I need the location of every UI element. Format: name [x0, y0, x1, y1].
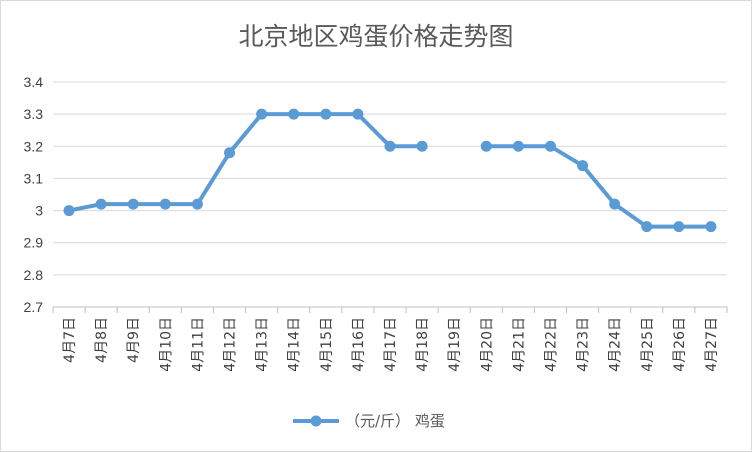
data-point	[159, 198, 171, 210]
y-tick-label: 2.9	[24, 235, 44, 251]
x-tick-label: 4月22日	[543, 317, 559, 372]
data-point	[288, 108, 300, 120]
x-tick-label: 4月15日	[319, 317, 335, 372]
y-axis: 2.7 2.8 2.9 3 3.1 3.2 3.3 3.4	[24, 74, 44, 315]
data-point	[544, 140, 556, 152]
series-line	[67, 112, 713, 229]
x-axis	[52, 306, 728, 313]
series-line-layer	[63, 108, 717, 233]
x-tick-label: 4月18日	[415, 317, 431, 372]
x-tick-label: 4月26日	[672, 317, 688, 372]
chart-title: 北京地区鸡蛋价格走势图	[238, 22, 513, 51]
data-point	[705, 221, 717, 233]
x-tick-label: 4月11日	[190, 317, 206, 372]
data-point	[416, 140, 428, 152]
data-point	[480, 140, 492, 152]
x-tick-label: 4月8日	[94, 317, 110, 363]
legend-marker	[310, 415, 322, 427]
data-point	[577, 160, 589, 172]
x-tick-label: 4月9日	[126, 317, 142, 363]
data-point	[191, 198, 203, 210]
data-point	[673, 221, 685, 233]
y-tick-label: 3.1	[24, 170, 44, 186]
x-tick-label: 4月20日	[479, 317, 495, 372]
data-point	[320, 108, 332, 120]
x-tick-label: 4月10日	[158, 317, 174, 372]
data-point	[641, 221, 653, 233]
y-tick-label: 3.3	[24, 106, 44, 122]
x-tick-label: 4月16日	[351, 317, 367, 372]
data-point	[95, 198, 107, 210]
x-tick-label: 4月12日	[223, 317, 239, 372]
y-tick-label: 3.2	[24, 138, 44, 154]
data-point	[127, 198, 139, 210]
data-point	[352, 108, 364, 120]
data-point	[224, 147, 236, 159]
data-point	[512, 140, 524, 152]
y-tick-label: 3	[35, 203, 43, 219]
x-tick-label: 4月14日	[287, 317, 303, 372]
x-tick-label: 4月19日	[447, 317, 463, 372]
x-tick-label: 4月21日	[511, 317, 527, 372]
data-point	[609, 198, 621, 210]
data-point	[63, 205, 75, 217]
x-tick-label: 4月7日	[62, 317, 78, 363]
x-tick-label: 4月17日	[383, 317, 399, 372]
gridlines	[53, 81, 727, 276]
x-axis-labels: 4月7日 4月8日 4月9日 4月10日 4月11日 4月12日 4月13日 4月14日 4月1…	[62, 317, 720, 372]
legend: （元/斤） 鸡蛋	[293, 412, 445, 430]
x-tick-label: 4月27日	[704, 317, 720, 372]
data-point	[256, 108, 268, 120]
data-point	[384, 140, 396, 152]
y-tick-label: 2.7	[24, 299, 44, 315]
y-tick-label: 2.8	[24, 267, 44, 283]
x-tick-label: 4月23日	[576, 317, 592, 372]
x-tick-label: 4月24日	[608, 317, 624, 372]
x-tick-label: 4月13日	[255, 317, 271, 372]
y-tick-label: 3.4	[24, 74, 44, 90]
legend-label: （元/斤） 鸡蛋	[345, 412, 445, 430]
x-tick-label: 4月25日	[640, 317, 656, 372]
